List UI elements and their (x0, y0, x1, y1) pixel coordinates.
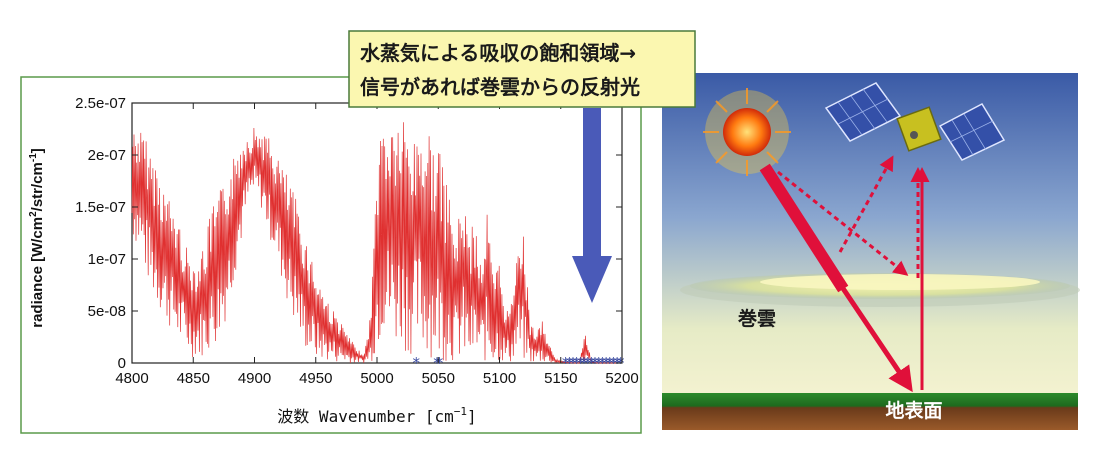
callout-box: 水蒸気による吸収の飽和領域→ 信号があれば巻雲からの反射光 (348, 30, 696, 108)
callout-line-2: 信号があれば巻雲からの反射光 (360, 75, 640, 99)
ground (662, 393, 1078, 430)
sun-icon (703, 88, 791, 176)
data-marker: * (573, 354, 581, 372)
data-marker: * (606, 354, 614, 372)
y-tick-label: 2e-07 (88, 147, 126, 164)
data-marker: * (436, 354, 444, 372)
data-marker: * (602, 354, 610, 372)
spectrum-line (131, 122, 622, 364)
data-marker: * (580, 354, 588, 372)
satellite-icon (824, 82, 1006, 161)
data-marker: * (591, 354, 599, 372)
x-axis-label-sup: −1 (454, 405, 467, 418)
x-tick-label: 5050 (422, 370, 455, 387)
y-tick-label: 2.5e-07 (75, 95, 126, 112)
data-marker: * (595, 354, 603, 372)
spectrum-trace (131, 122, 622, 364)
x-tick-label: 4800 (115, 370, 148, 387)
chart-panel-border (20, 76, 642, 434)
y-tick-label: 0 (118, 355, 126, 372)
y-tick-label: 1e-07 (88, 251, 126, 268)
data-marker: * (433, 354, 441, 372)
y-tick-label: 5e-08 (88, 303, 126, 320)
callout-line-1: 水蒸気による吸収の飽和領域→ (360, 41, 636, 65)
data-marker: * (566, 354, 574, 372)
down-arrow-icon (572, 108, 612, 303)
data-marker: * (610, 354, 618, 372)
cirrus-cloud (680, 273, 1080, 307)
ground-label: 地表面 (885, 399, 942, 422)
x-tick-label: 4850 (177, 370, 210, 387)
x-axis-label: 波数 Wavenumber [cm−1] (277, 405, 476, 426)
data-marker: * (584, 354, 592, 372)
light-rays (759, 155, 930, 393)
y-tick-label: 1.5e-07 (75, 199, 126, 216)
x-tick-label: 4950 (299, 370, 332, 387)
x-tick-label: 5150 (544, 370, 577, 387)
x-tick-label: 5200 (605, 370, 638, 387)
x-tick-label: 5100 (483, 370, 516, 387)
y-axis-label: radiance [W/cm2/str/cm-1] (28, 148, 46, 328)
cloud-label: 巻雲 (737, 307, 776, 330)
data-marker: * (577, 354, 585, 372)
x-axis-label-main: 波数 Wavenumber [cm (277, 407, 454, 426)
x-tick-label: 4900 (238, 370, 271, 387)
data-marker: * (569, 354, 577, 372)
data-marker: * (412, 354, 420, 372)
data-marker: * (588, 354, 596, 372)
x-tick-label: 5000 (360, 370, 393, 387)
y-axis-ticks: 0 5e-08 1e-07 1.5e-07 2e-07 2.5e-07 (75, 95, 622, 372)
data-marker: * (562, 354, 570, 372)
x-axis-ticks: 4800 4850 4900 4950 5000 5050 5100 5150 5200 (115, 103, 639, 387)
cirrus-scene: 巻雲 地表面 (662, 73, 1080, 430)
x-axis-label-tail: ] (467, 407, 477, 426)
data-marker: * (599, 354, 607, 372)
